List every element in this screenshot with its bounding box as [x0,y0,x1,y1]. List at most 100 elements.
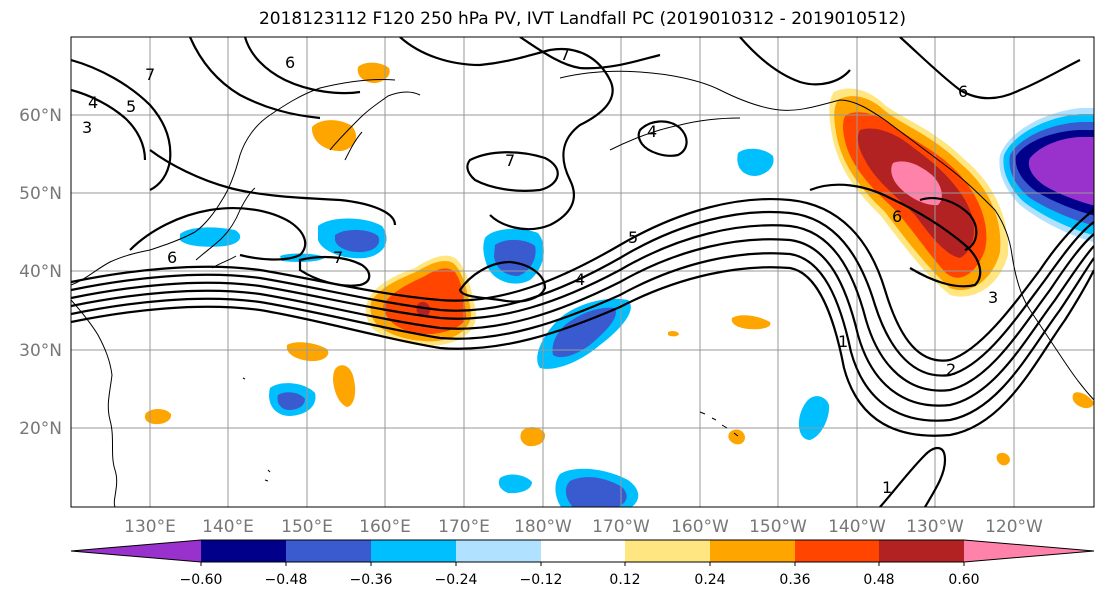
negative-anomaly-south-3-inner [565,477,627,507]
contour-mid-3 [466,151,559,192]
contour-label: 4 [88,93,98,112]
contour-mid-7 [899,37,1081,100]
lon-label-180w: 180°W [514,517,572,537]
contour-jet-1 [71,197,1094,362]
lat-label-30n: 30°N [19,341,62,361]
contour-label: 6 [285,53,295,72]
contour-jet-3 [71,224,1094,392]
negative-anomaly-hawaii-east [798,396,830,440]
lon-label-150w: 150°W [749,517,807,537]
colorbar-tick-label: 0.48 [863,572,894,588]
contour-label: 6 [167,248,177,267]
lat-label-40n: 40°N [19,262,62,282]
colorbar-tick-label: −0.36 [350,572,393,588]
coast-hawaii [699,411,739,437]
positive-anomaly-small-2 [311,120,357,152]
coast-kamchatka [329,91,421,161]
colorbar-segment [625,540,710,562]
positive-anomaly-small-11 [668,330,679,337]
lon-label-140e: 140°E [202,517,254,537]
contour-label: 5 [126,97,136,116]
contour-label: 6 [892,207,902,226]
contour-label: 3 [988,288,998,307]
lon-label-130w: 130°W [906,517,964,537]
negative-anomaly-south-2 [498,474,532,494]
positive-anomaly-small-7 [731,315,771,330]
graticule [71,37,1094,507]
contour-jet-5 [71,252,1094,422]
lon-label-130e: 130°E [124,517,176,537]
contour-jet-4 [71,238,1094,407]
positive-anomaly-central-pacific-darkred [416,301,431,317]
colorbar-tick-label: 0.12 [609,572,640,588]
latitude-labels: 60°N 50°N 40°N 30°N 20°N [19,106,62,439]
contour-north-1 [71,37,321,191]
colorbar-tick-label: −0.12 [520,572,563,588]
contour-jet-2 [71,210,1094,377]
contour-ne-inner [919,197,978,252]
map-frame [70,36,1095,508]
contour-label: 4 [647,122,657,141]
positive-anomaly-small-3 [286,342,329,362]
negative-anomaly-northeast-purple [1028,137,1094,206]
positive-anomaly-small-4 [333,365,356,407]
contour-mid-5 [637,120,688,157]
lon-label-170w: 170°W [592,517,650,537]
coast-alaska [559,70,886,121]
contour-label: 1 [838,332,848,351]
lon-label-170e: 170°E [438,517,490,537]
contour-labels: 7 6 5 4 3 7 4 6 7 7 5 4 6 1 2 3 6 1 [82,45,998,497]
colorbar-segment [541,540,625,562]
colorbar-segment [201,540,286,562]
negative-anomaly-south-1-inner [277,392,305,410]
contour-mid-6 [739,37,851,86]
positive-anomaly-small-8 [728,429,745,445]
lat-label-60n: 60°N [19,106,62,126]
contour-label: 7 [560,45,570,64]
colorbar-segment [371,540,456,562]
colorbar-tick-label: 0.60 [948,572,979,588]
positive-anomaly-small-9 [1072,392,1094,409]
longitude-labels: 130°E 140°E 150°E 160°E 170°E 180°W 170°… [124,517,1043,537]
coast-north-america [884,119,1094,401]
colorbar: −0.60 −0.48 −0.36 −0.24 −0.12 0.12 0.24 … [70,539,1095,588]
colorbar-segment-max [964,540,1094,562]
positive-anomaly-gulf-of-alaska-pink [891,161,942,206]
contour-label: 7 [145,65,155,84]
colorbar-segment [795,540,879,562]
contour-label: 5 [628,228,638,247]
colorbar-tick-label: −0.24 [435,572,478,588]
contour-north-4 [149,149,397,226]
contour-label: 2 [946,360,956,379]
contour-label: 7 [505,151,515,170]
positive-anomaly-small-10 [996,452,1010,466]
colorbar-tick-label: 0.24 [694,572,725,588]
colorbar-segment [879,540,964,562]
lon-label-150e: 150°E [281,517,333,537]
positive-anomaly-small-1 [357,62,390,83]
contour-south-1 [879,447,947,507]
positive-anomaly-small-5 [144,408,172,425]
contour-mid-2 [298,255,371,287]
pv-contours [71,37,1094,507]
contour-label: 1 [882,478,892,497]
lat-label-50n: 50°N [19,184,62,204]
contour-label: 4 [575,270,585,289]
negative-anomaly-dateline-inner [494,239,536,276]
coast-islands-west [242,377,271,482]
contour-north-5 [399,37,614,231]
colorbar-segment [286,540,371,562]
negative-anomaly-west-pacific-3 [280,253,325,262]
lon-label-160w: 160°W [671,517,729,537]
lat-label-20n: 20°N [19,419,62,439]
contour-north-2 [71,88,147,161]
lon-label-140w: 140°W [828,517,886,537]
negative-anomaly-subtropical-inner [552,307,616,358]
contour-north-6 [519,37,661,70]
contour-label: 7 [333,248,343,267]
contour-ne-6 [809,183,982,288]
colorbar-tick-label: −0.48 [265,572,308,588]
negative-anomaly-gulf-small [737,148,774,176]
contour-jet-6 [71,266,1094,437]
